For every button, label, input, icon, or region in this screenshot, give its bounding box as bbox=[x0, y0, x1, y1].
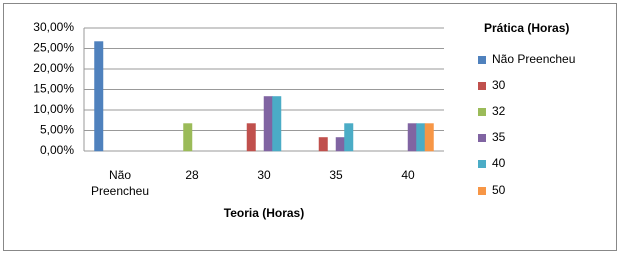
bar bbox=[424, 123, 434, 152]
legend-label: Não Preencheu bbox=[492, 52, 575, 66]
x-tick-label: 28 bbox=[185, 168, 199, 182]
y-tick-label: 30,00% bbox=[33, 20, 74, 34]
legend-label: 40 bbox=[492, 156, 506, 170]
bar bbox=[94, 41, 104, 152]
bar bbox=[344, 123, 354, 152]
y-tick-label: 5,00% bbox=[40, 123, 74, 137]
bar bbox=[335, 137, 345, 152]
legend-swatch bbox=[478, 134, 486, 142]
legend-swatch bbox=[478, 56, 486, 64]
bar bbox=[416, 123, 426, 152]
legend-label: 35 bbox=[492, 130, 506, 144]
bar bbox=[407, 123, 417, 152]
x-axis-title: Teoria (Horas) bbox=[224, 206, 304, 220]
y-tick-label: 25,00% bbox=[33, 41, 74, 55]
x-tick-label: 35 bbox=[329, 168, 343, 182]
legend-label: 32 bbox=[492, 104, 506, 118]
bar bbox=[272, 96, 282, 152]
legend-swatch bbox=[478, 108, 486, 116]
legend-title: Prática (Horas) bbox=[484, 21, 569, 35]
y-tick-label: 20,00% bbox=[33, 61, 74, 75]
legend-swatch bbox=[478, 160, 486, 168]
y-tick-label: 0,00% bbox=[40, 143, 74, 157]
legend-label: 50 bbox=[492, 183, 506, 197]
bar bbox=[246, 123, 256, 152]
legend-swatch bbox=[478, 187, 486, 195]
x-tick-label: Não Preencheu bbox=[90, 168, 150, 198]
legend-label: 30 bbox=[492, 78, 506, 92]
x-tick-label: 40 bbox=[401, 168, 415, 182]
y-tick-label: 10,00% bbox=[33, 102, 74, 116]
bar bbox=[263, 96, 273, 152]
bar bbox=[318, 137, 328, 152]
y-tick-label: 15,00% bbox=[33, 82, 74, 96]
x-tick-label: 30 bbox=[257, 168, 271, 182]
bar bbox=[183, 123, 193, 152]
legend-swatch bbox=[478, 82, 486, 90]
chart-frame bbox=[3, 3, 617, 251]
